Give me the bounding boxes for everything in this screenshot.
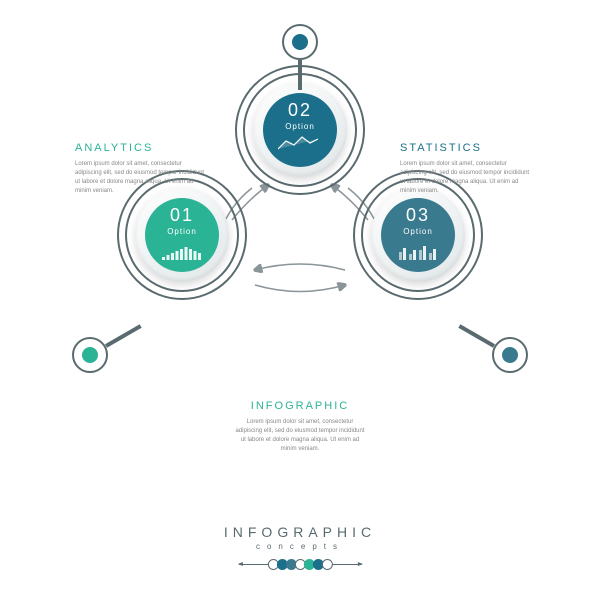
option-chart-icon [160, 240, 204, 265]
option-chart-icon [396, 240, 440, 265]
antenna-stem [298, 60, 302, 90]
option-label: Option [167, 227, 197, 236]
infographic-title: INFOGRAPHIC [235, 400, 365, 412]
option-label: Option [285, 122, 315, 131]
infographic-canvas: 01 Option 02 Option 03 Option ANALYTICS … [0, 0, 600, 600]
option-number: 03 [406, 205, 430, 226]
footer-subtitle: concepts [224, 542, 376, 551]
infographic-body: Lorem ipsum dolor sit amet, consectetur … [235, 418, 365, 454]
footer-title: INFOGRAPHIC [224, 524, 376, 540]
text-block-infographic: INFOGRAPHIC Lorem ipsum dolor sit amet, … [235, 400, 365, 454]
text-block-statistics: STATISTICS Lorem ipsum dolor sit amet, c… [400, 142, 530, 196]
text-block-analytics: ANALYTICS Lorem ipsum dolor sit amet, co… [75, 142, 205, 196]
footer-logo: INFOGRAPHIC concepts [224, 524, 376, 570]
footer-arrow-right [331, 564, 361, 565]
option-number: 02 [288, 100, 312, 121]
footer-arrow-left [238, 564, 268, 565]
antenna-0 [282, 24, 318, 60]
statistics-title: STATISTICS [400, 142, 530, 154]
option-chart-icon [278, 135, 322, 160]
analytics-title: ANALYTICS [75, 142, 205, 154]
antenna-2 [492, 337, 528, 373]
statistics-body: Lorem ipsum dolor sit amet, consectetur … [400, 160, 530, 196]
footer-dots [224, 559, 376, 570]
option-number: 01 [170, 205, 194, 226]
antenna-1 [72, 337, 108, 373]
analytics-body: Lorem ipsum dolor sit amet, consectetur … [75, 160, 205, 196]
option-label: Option [403, 227, 433, 236]
